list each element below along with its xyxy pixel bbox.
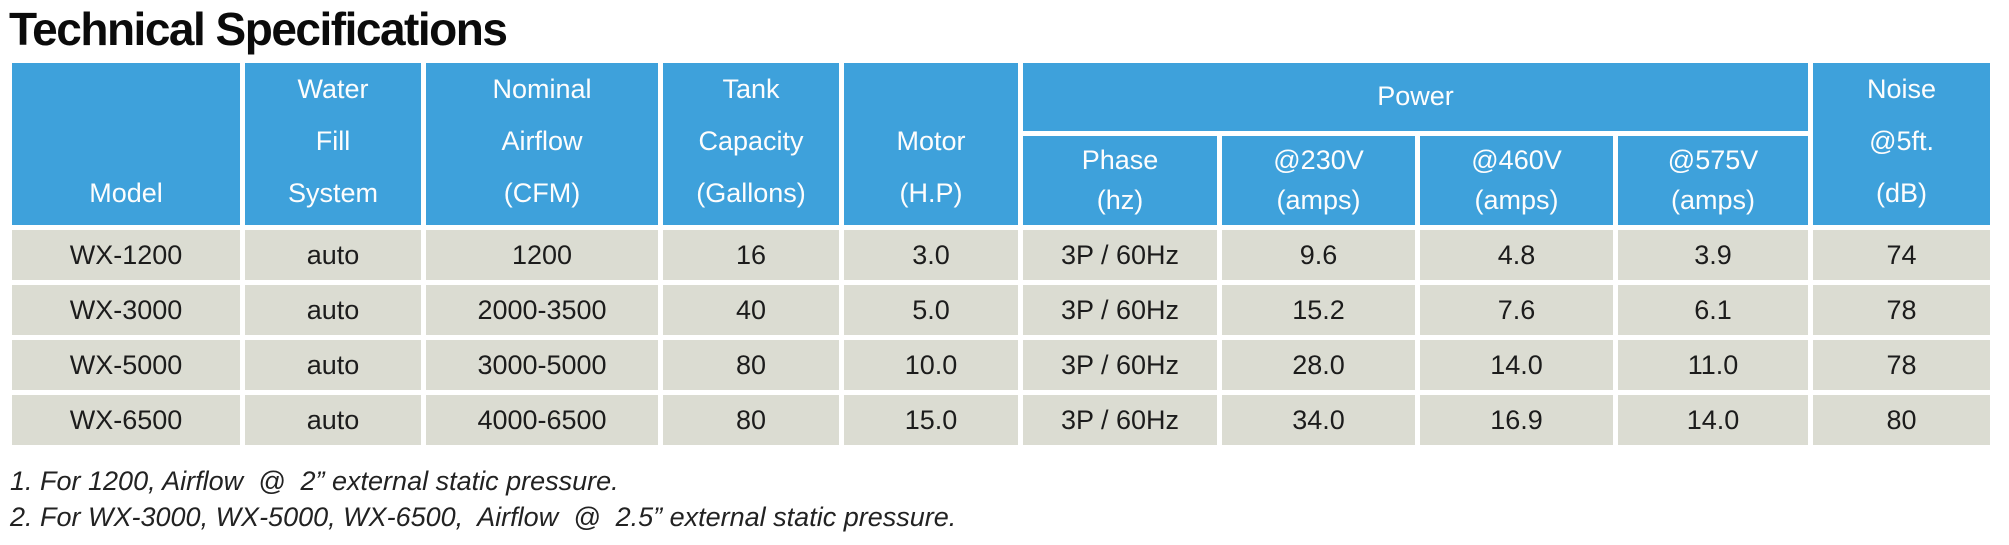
cell-460v: 4.8 <box>1420 230 1613 280</box>
header-label: Nominal <box>492 74 592 104</box>
cell-water-fill: auto <box>245 285 421 335</box>
cell-230v: 34.0 <box>1222 395 1415 445</box>
header-label: Tank <box>722 74 780 104</box>
table-row: WX-5000 auto 3000-5000 80 10.0 3P / 60Hz… <box>12 340 1991 390</box>
cell-motor: 5.0 <box>844 285 1018 335</box>
table-header: Model Water Fill System Nominal Airflow … <box>12 63 1991 225</box>
table-row: WX-3000 auto 2000-3500 40 5.0 3P / 60Hz … <box>12 285 1991 335</box>
cell-water-fill: auto <box>245 395 421 445</box>
header-label: Noise <box>1867 74 1937 104</box>
header-cell-tank-capacity: Tank Capacity (Gallons) <box>663 63 839 225</box>
header-cell-460v: @460V (amps) <box>1420 135 1613 225</box>
header-label: (Gallons) <box>696 178 806 208</box>
cell-airflow: 2000-3500 <box>426 285 658 335</box>
cell-airflow: 1200 <box>426 230 658 280</box>
header-label: Water <box>297 74 369 104</box>
cell-motor: 3.0 <box>844 230 1018 280</box>
header-label: (amps) <box>1474 185 1559 216</box>
cell-575v: 3.9 <box>1618 230 1809 280</box>
header-label: Motor <box>896 126 966 156</box>
cell-phase: 3P / 60Hz <box>1023 395 1217 445</box>
cell-575v: 11.0 <box>1618 340 1809 390</box>
cell-airflow: 4000-6500 <box>426 395 658 445</box>
header-label: (CFM) <box>503 178 581 208</box>
cell-tank: 80 <box>663 340 839 390</box>
footnotes: 1. For 1200, Airflow @ 2” external stati… <box>10 463 2009 535</box>
header-cell-water-fill-system: Water Fill System <box>245 63 421 225</box>
cell-motor: 10.0 <box>844 340 1018 390</box>
header-cell-230v: @230V (amps) <box>1222 135 1415 225</box>
header-label: (hz) <box>1096 185 1144 216</box>
table-body: WX-1200 auto 1200 16 3.0 3P / 60Hz 9.6 4… <box>12 230 1991 445</box>
cell-460v: 16.9 <box>1420 395 1613 445</box>
cell-230v: 28.0 <box>1222 340 1415 390</box>
header-cell-noise: Noise @5ft. (dB) <box>1813 63 1991 225</box>
cell-575v: 14.0 <box>1618 395 1809 445</box>
cell-model: WX-3000 <box>12 285 240 335</box>
cell-575v: 6.1 <box>1618 285 1809 335</box>
header-label: (amps) <box>1276 185 1361 216</box>
cell-230v: 15.2 <box>1222 285 1415 335</box>
cell-phase: 3P / 60Hz <box>1023 340 1217 390</box>
cell-460v: 14.0 <box>1420 340 1613 390</box>
cell-460v: 7.6 <box>1420 285 1613 335</box>
cell-phase: 3P / 60Hz <box>1023 285 1217 335</box>
technical-specifications-table: Model Water Fill System Nominal Airflow … <box>7 58 1995 450</box>
footnote-2: 2. For WX-3000, WX-5000, WX-6500, Airflo… <box>10 502 957 532</box>
header-label: @460V <box>1471 145 1562 176</box>
cell-noise: 74 <box>1813 230 1991 280</box>
footnote-1: 1. For 1200, Airflow @ 2” external stati… <box>10 466 619 496</box>
cell-noise: 78 <box>1813 285 1991 335</box>
header-cell-motor: Motor (H.P) <box>844 63 1018 225</box>
header-label: (amps) <box>1671 185 1756 216</box>
spec-sheet-page: Technical Specifications Model Water Fil… <box>0 6 2009 545</box>
table-row: WX-6500 auto 4000-6500 80 15.0 3P / 60Hz… <box>12 395 1991 445</box>
cell-motor: 15.0 <box>844 395 1018 445</box>
header-label: @5ft. <box>1869 126 1934 156</box>
header-cell-phase: Phase (hz) <box>1023 135 1217 225</box>
cell-model: WX-6500 <box>12 395 240 445</box>
header-label: Airflow <box>501 126 583 156</box>
header-cell-power-group: Power <box>1023 63 1809 131</box>
header-cell-nominal-airflow: Nominal Airflow (CFM) <box>426 63 658 225</box>
header-label: Model <box>89 178 163 208</box>
table-row: WX-1200 auto 1200 16 3.0 3P / 60Hz 9.6 4… <box>12 230 1991 280</box>
cell-tank: 40 <box>663 285 839 335</box>
header-label: Capacity <box>698 126 804 156</box>
cell-phase: 3P / 60Hz <box>1023 230 1217 280</box>
cell-airflow: 3000-5000 <box>426 340 658 390</box>
header-label: Power <box>1377 81 1454 112</box>
cell-noise: 80 <box>1813 395 1991 445</box>
header-cell-575v: @575V (amps) <box>1618 135 1809 225</box>
page-title: Technical Specifications <box>9 3 508 55</box>
header-label: @575V <box>1667 145 1759 176</box>
cell-tank: 80 <box>663 395 839 445</box>
cell-model: WX-5000 <box>12 340 240 390</box>
header-cell-model: Model <box>12 63 240 225</box>
header-label: @230V <box>1273 145 1364 176</box>
header-label: Phase <box>1081 145 1159 176</box>
cell-water-fill: auto <box>245 230 421 280</box>
header-label: Fill <box>315 126 351 156</box>
cell-model: WX-1200 <box>12 230 240 280</box>
cell-230v: 9.6 <box>1222 230 1415 280</box>
header-label: System <box>287 178 379 208</box>
cell-water-fill: auto <box>245 340 421 390</box>
header-label: (H.P) <box>899 178 963 208</box>
header-label: (dB) <box>1876 178 1928 208</box>
cell-tank: 16 <box>663 230 839 280</box>
cell-noise: 78 <box>1813 340 1991 390</box>
